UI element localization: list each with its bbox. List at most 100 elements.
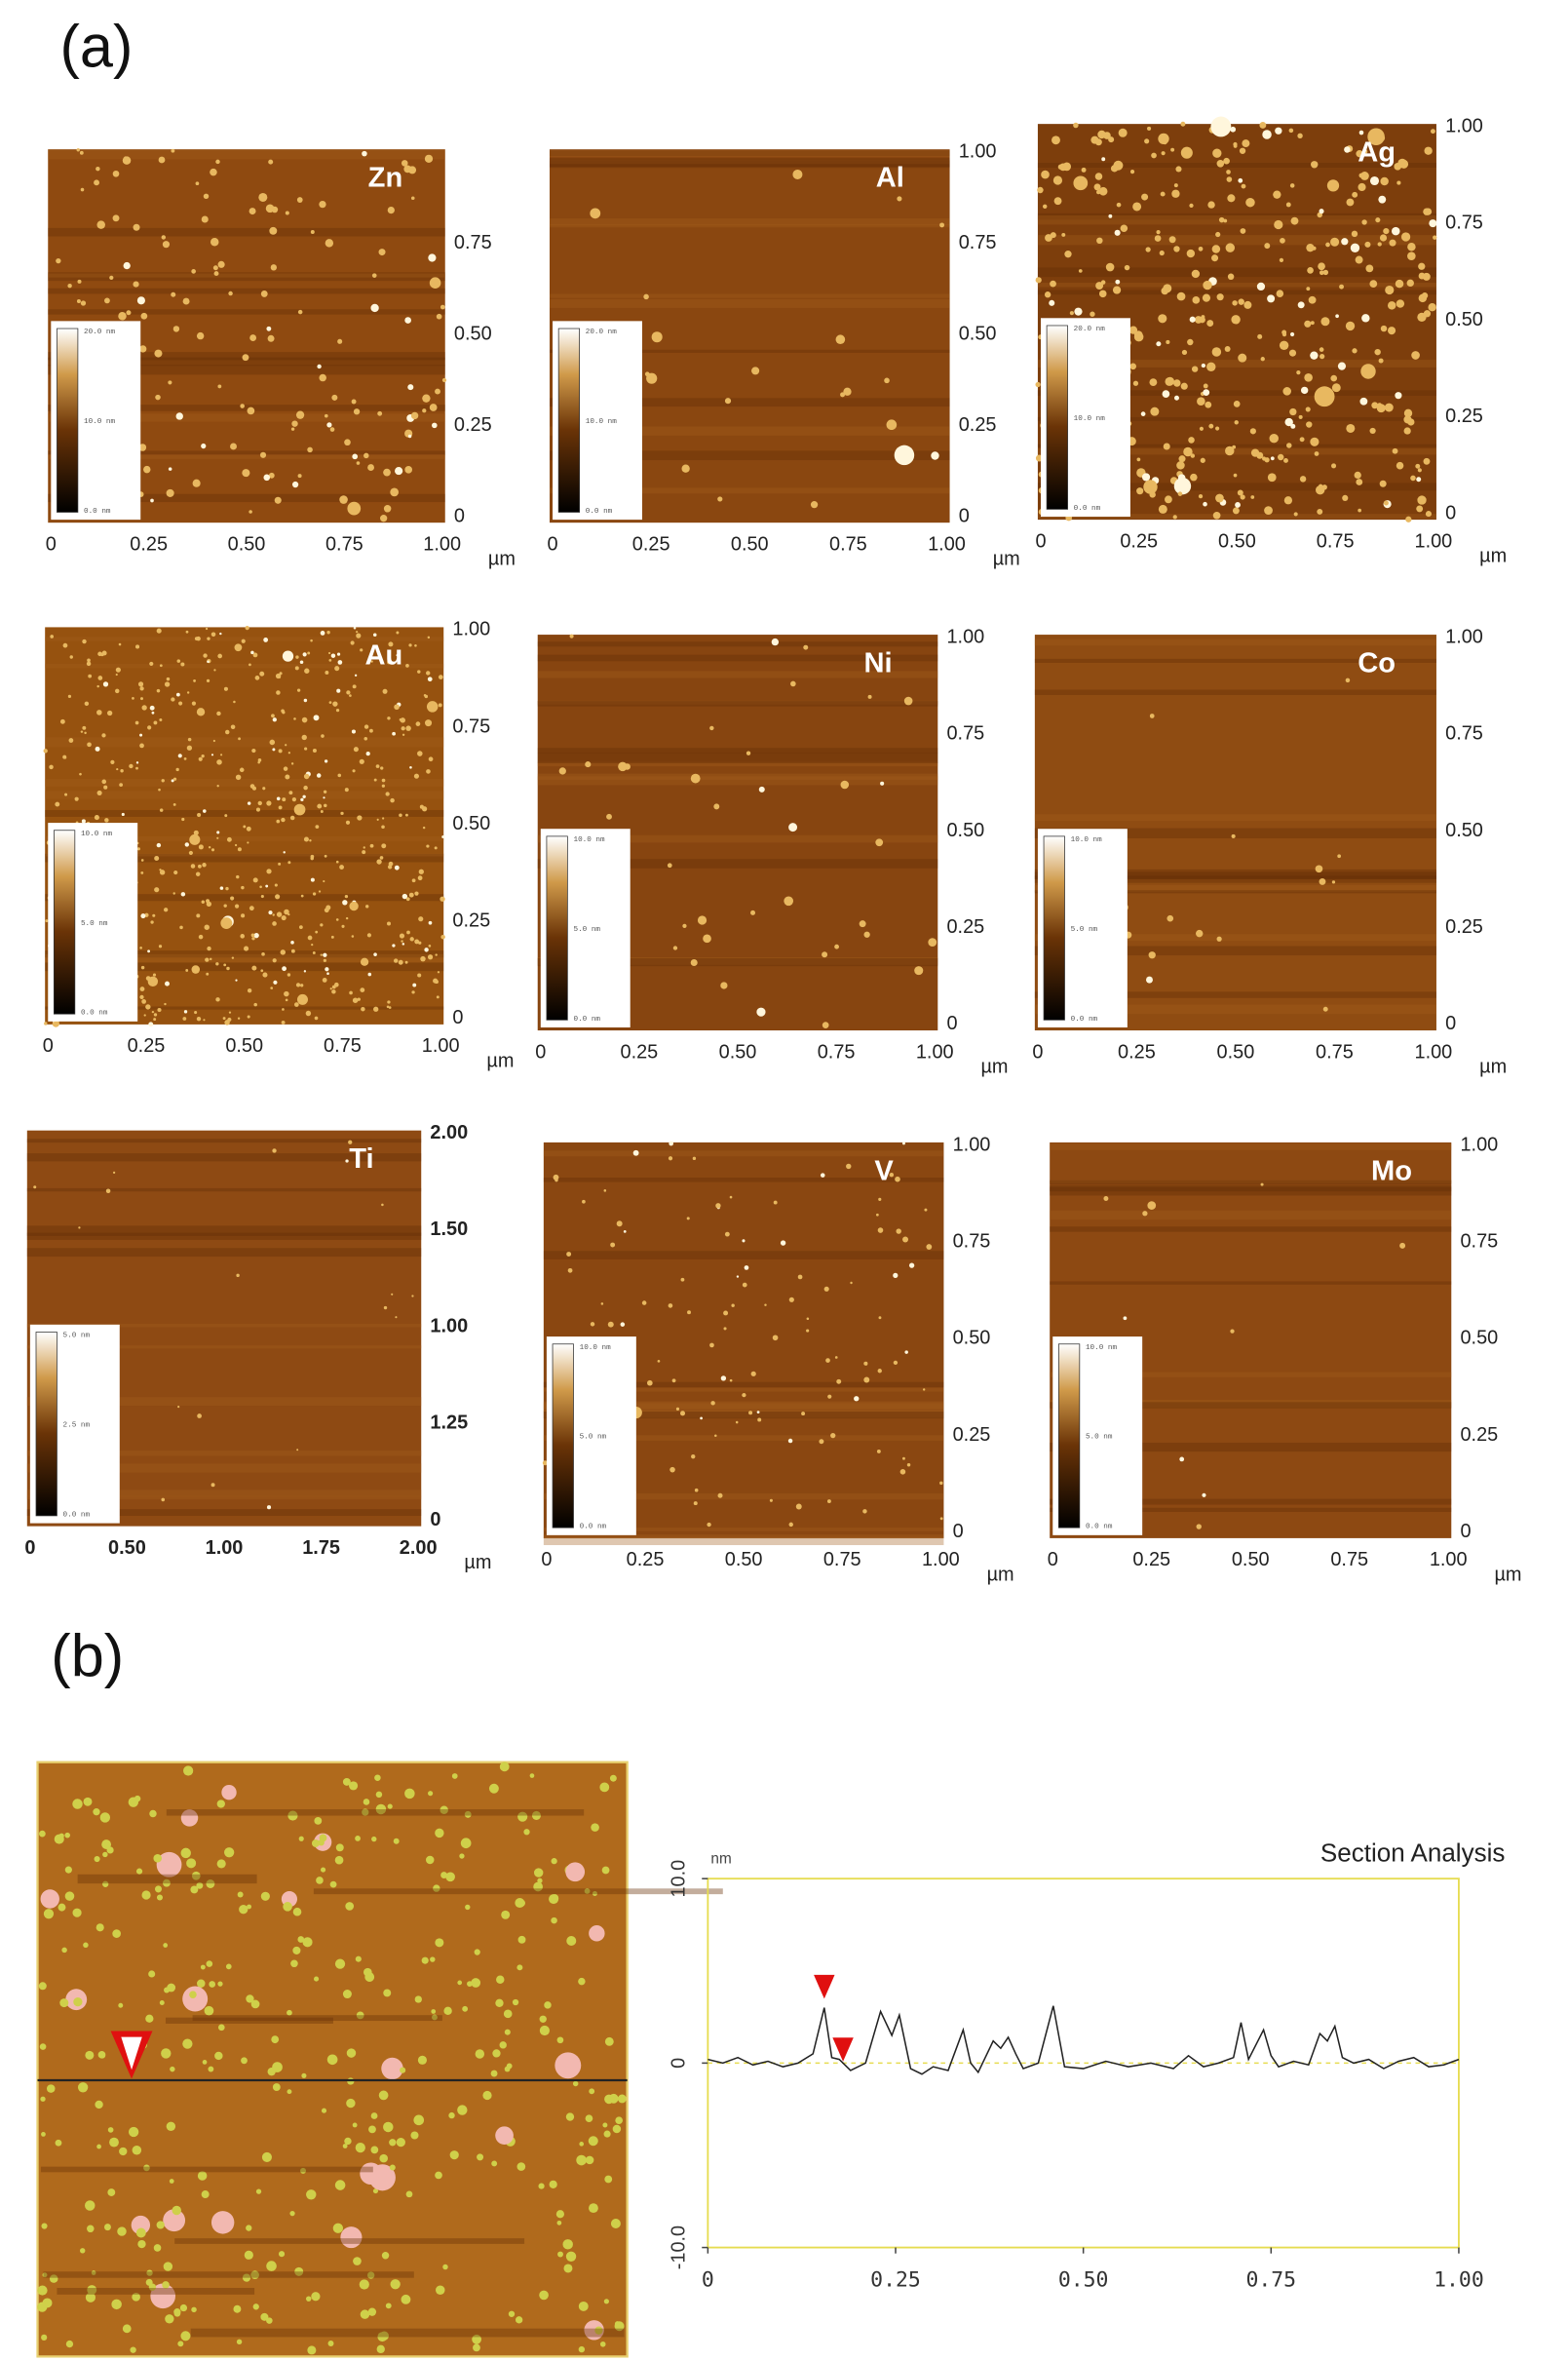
particle (124, 156, 128, 160)
x-tick-label: 1.75 (302, 1537, 340, 1559)
particle (315, 930, 319, 934)
particle (428, 945, 432, 948)
particle (1173, 477, 1192, 495)
particle (340, 811, 344, 816)
particle (307, 2345, 317, 2355)
scan-line (48, 450, 445, 455)
particle (274, 883, 278, 887)
particle (363, 1799, 370, 1805)
particle (57, 1903, 66, 1912)
particle (1337, 854, 1342, 859)
particle (158, 788, 161, 792)
particle (216, 831, 220, 834)
particle (235, 774, 242, 781)
particle (163, 1943, 169, 1948)
particle (1133, 330, 1143, 339)
particle (87, 742, 92, 748)
particle (385, 2303, 392, 2309)
particle (297, 474, 302, 479)
particle (1216, 293, 1224, 301)
particle (939, 1517, 943, 1521)
particle (748, 1411, 753, 1415)
scan-line (1050, 1210, 1452, 1220)
particle (64, 793, 68, 796)
particle (440, 1872, 448, 1878)
particle (835, 334, 846, 345)
particle (242, 469, 250, 478)
particle (137, 2239, 146, 2249)
particle (1273, 190, 1281, 199)
particle (1240, 228, 1246, 234)
particle (314, 1976, 320, 1982)
particle (284, 990, 289, 997)
particle (531, 1810, 541, 1820)
particle (190, 864, 196, 869)
scan-line (549, 349, 950, 353)
particle (173, 2308, 181, 2316)
particle (217, 653, 223, 659)
particle (64, 1832, 71, 1838)
particle (1424, 146, 1433, 155)
particle (165, 2314, 174, 2324)
particle (396, 653, 399, 657)
particle (330, 935, 334, 939)
particle (707, 1522, 711, 1528)
particle (140, 859, 144, 862)
particle (1318, 262, 1325, 271)
particle (473, 2343, 480, 2352)
particle (296, 688, 301, 692)
particle (336, 688, 341, 693)
colorbar-label: 0.0 nm (1074, 505, 1101, 513)
particle (1304, 372, 1313, 382)
scan-line (192, 2015, 442, 2022)
scan-line (549, 224, 950, 228)
particle (209, 1981, 216, 1988)
particle (145, 1004, 151, 1010)
particle (1231, 833, 1236, 838)
particle (321, 1867, 326, 1873)
scan-line (1037, 163, 1436, 168)
particle (190, 1885, 199, 1894)
particle (381, 2252, 390, 2260)
particle (429, 404, 438, 411)
particle (1215, 231, 1221, 238)
particle (414, 939, 420, 945)
particle (1179, 1456, 1185, 1462)
particle (360, 2309, 370, 2319)
particle (422, 408, 427, 413)
particle (291, 481, 299, 488)
x-tick-label: 0.75 (324, 1035, 362, 1057)
particle (191, 269, 196, 274)
x-tick-label: 1.00 (206, 1537, 244, 1559)
particle (1180, 382, 1188, 390)
particle (1243, 300, 1252, 309)
particle (40, 1889, 59, 1909)
particle (1136, 487, 1144, 495)
particle (387, 206, 395, 214)
particle (539, 2290, 549, 2301)
x-tick-label: 0.75 (1316, 1041, 1354, 1063)
scan-line (543, 1534, 944, 1539)
colorbar (1043, 835, 1065, 1021)
x-unit: µm (1479, 1057, 1507, 1078)
particle (1314, 386, 1335, 407)
particle (417, 751, 423, 756)
particle (1330, 374, 1338, 382)
afm-panel: Ti5.0 nm2.5 nm0.0 nm0 0.50 1.00 1.75 2.00µm0… (24, 1122, 491, 1573)
particle (724, 1231, 730, 1237)
particle (1416, 477, 1422, 483)
particle (426, 844, 430, 848)
particle (134, 720, 139, 725)
colorbar-label: 10.0 nm (586, 418, 618, 426)
particle (288, 791, 293, 795)
particle (201, 755, 205, 758)
particle (328, 658, 332, 662)
particle (228, 1011, 232, 1014)
particle (334, 666, 340, 672)
particle (216, 836, 219, 839)
particle (720, 1375, 727, 1381)
particle (417, 973, 422, 978)
particle (1196, 929, 1204, 938)
particle (875, 1213, 879, 1217)
particle (1341, 238, 1349, 246)
